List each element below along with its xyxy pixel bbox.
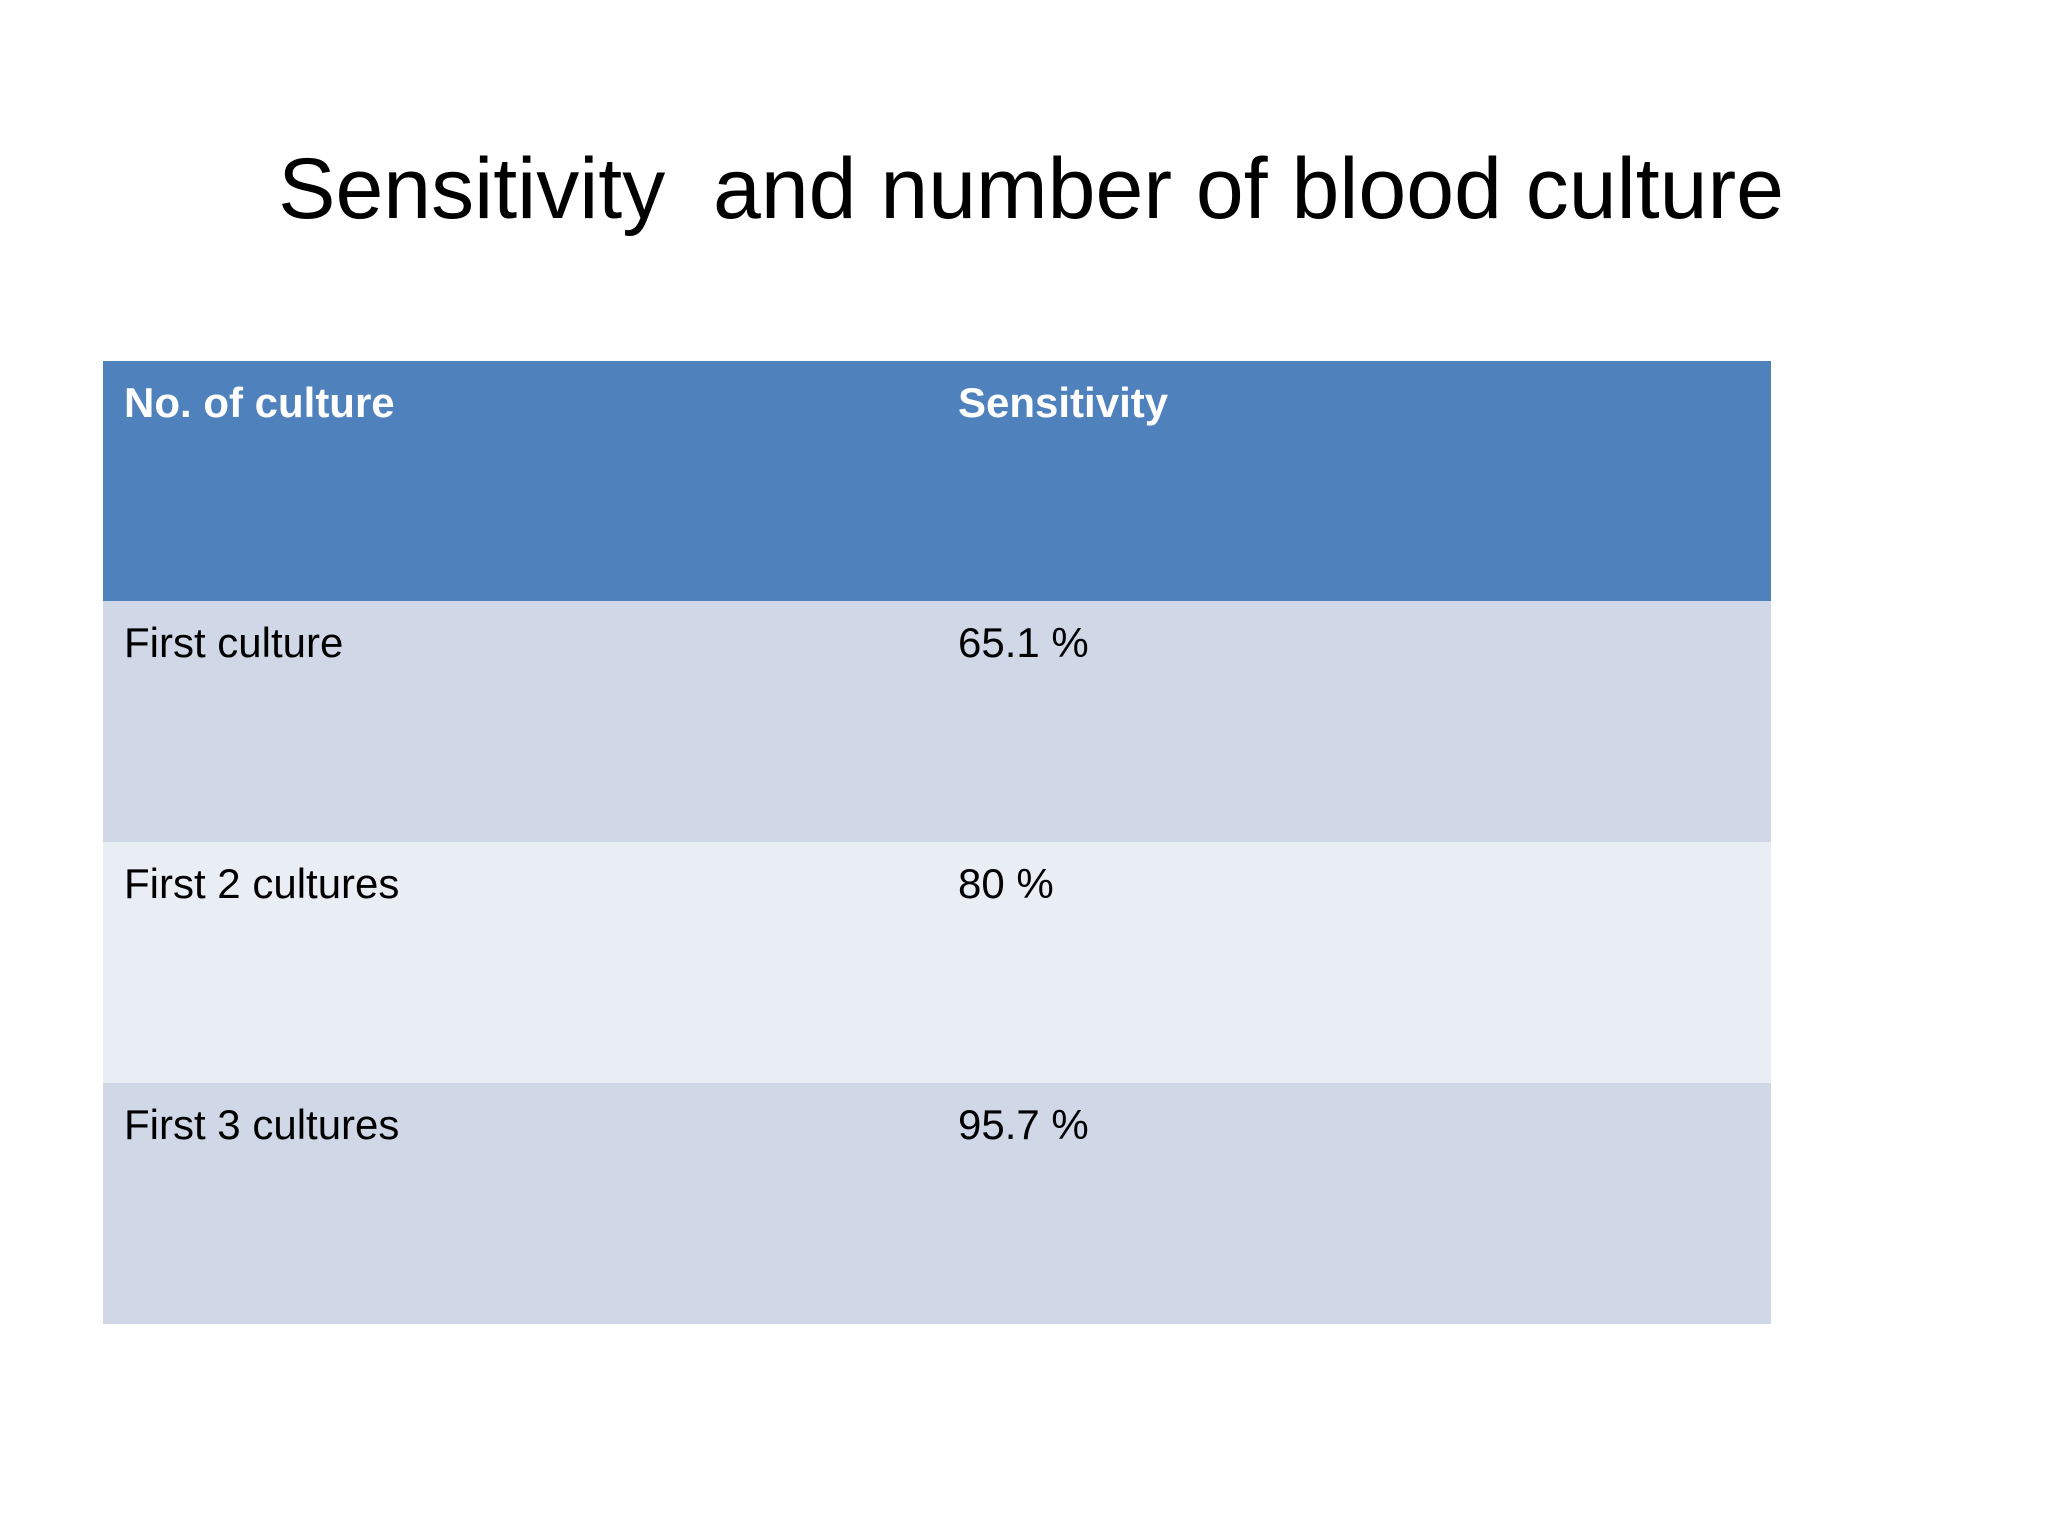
header-row: No. of culture Sensitivity xyxy=(103,361,1771,601)
table-cell: 95.7 % xyxy=(937,1083,1771,1324)
slide-title: Sensitivity and number of blood culture xyxy=(278,141,1784,237)
header-cell: No. of culture xyxy=(103,361,937,601)
table-cell: 80 % xyxy=(937,842,1771,1083)
table-cell: First 2 cultures xyxy=(103,842,937,1083)
table-cell: First culture xyxy=(103,601,937,842)
data-table: No. of culture Sensitivity First culture 6… xyxy=(103,361,1771,1324)
table-body: First culture 65.1 % First 2 cultures 80 % F… xyxy=(103,601,1771,1324)
table-row: First 3 cultures 95.7 % xyxy=(103,1083,1771,1324)
table-cell: First 3 cultures xyxy=(103,1083,937,1324)
header-cell: Sensitivity xyxy=(937,361,1771,601)
table-cell: 65.1 % xyxy=(937,601,1771,842)
table-row: First culture 65.1 % xyxy=(103,601,1771,842)
table-row: First 2 cultures 80 % xyxy=(103,842,1771,1083)
